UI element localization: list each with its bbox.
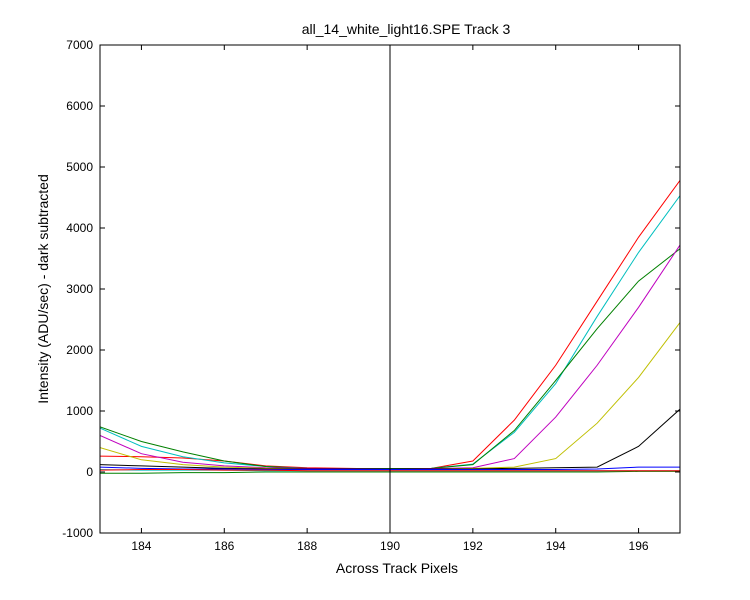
- x-tick-label-192: 192: [463, 539, 483, 553]
- y-axis-label: Intensity (ADU/sec) - dark subtracted: [35, 174, 51, 404]
- x-tick-label-184: 184: [131, 539, 151, 553]
- x-tick-label-194: 194: [546, 539, 566, 553]
- y-tick-label-0: 0: [86, 465, 93, 479]
- y-tick-label-7000: 7000: [66, 38, 93, 52]
- y-tick-label-2000: 2000: [66, 343, 93, 357]
- y-tick-label-3000: 3000: [66, 282, 93, 296]
- y-tick-label-4000: 4000: [66, 221, 93, 235]
- x-tick-label-196: 196: [629, 539, 649, 553]
- x-tick-label-186: 186: [214, 539, 234, 553]
- y-tick-label--1000: -1000: [62, 526, 93, 540]
- x-tick-label-190: 190: [380, 539, 400, 553]
- y-tick-label-1000: 1000: [66, 404, 93, 418]
- plot-frame: [99, 44, 681, 534]
- x-axis-label: Across Track Pixels: [336, 560, 458, 576]
- y-tick-label-5000: 5000: [66, 160, 93, 174]
- y-tick-label-6000: 6000: [66, 99, 93, 113]
- chart-title: all_14_white_light16.SPE Track 3: [302, 21, 511, 37]
- x-tick-label-188: 188: [297, 539, 317, 553]
